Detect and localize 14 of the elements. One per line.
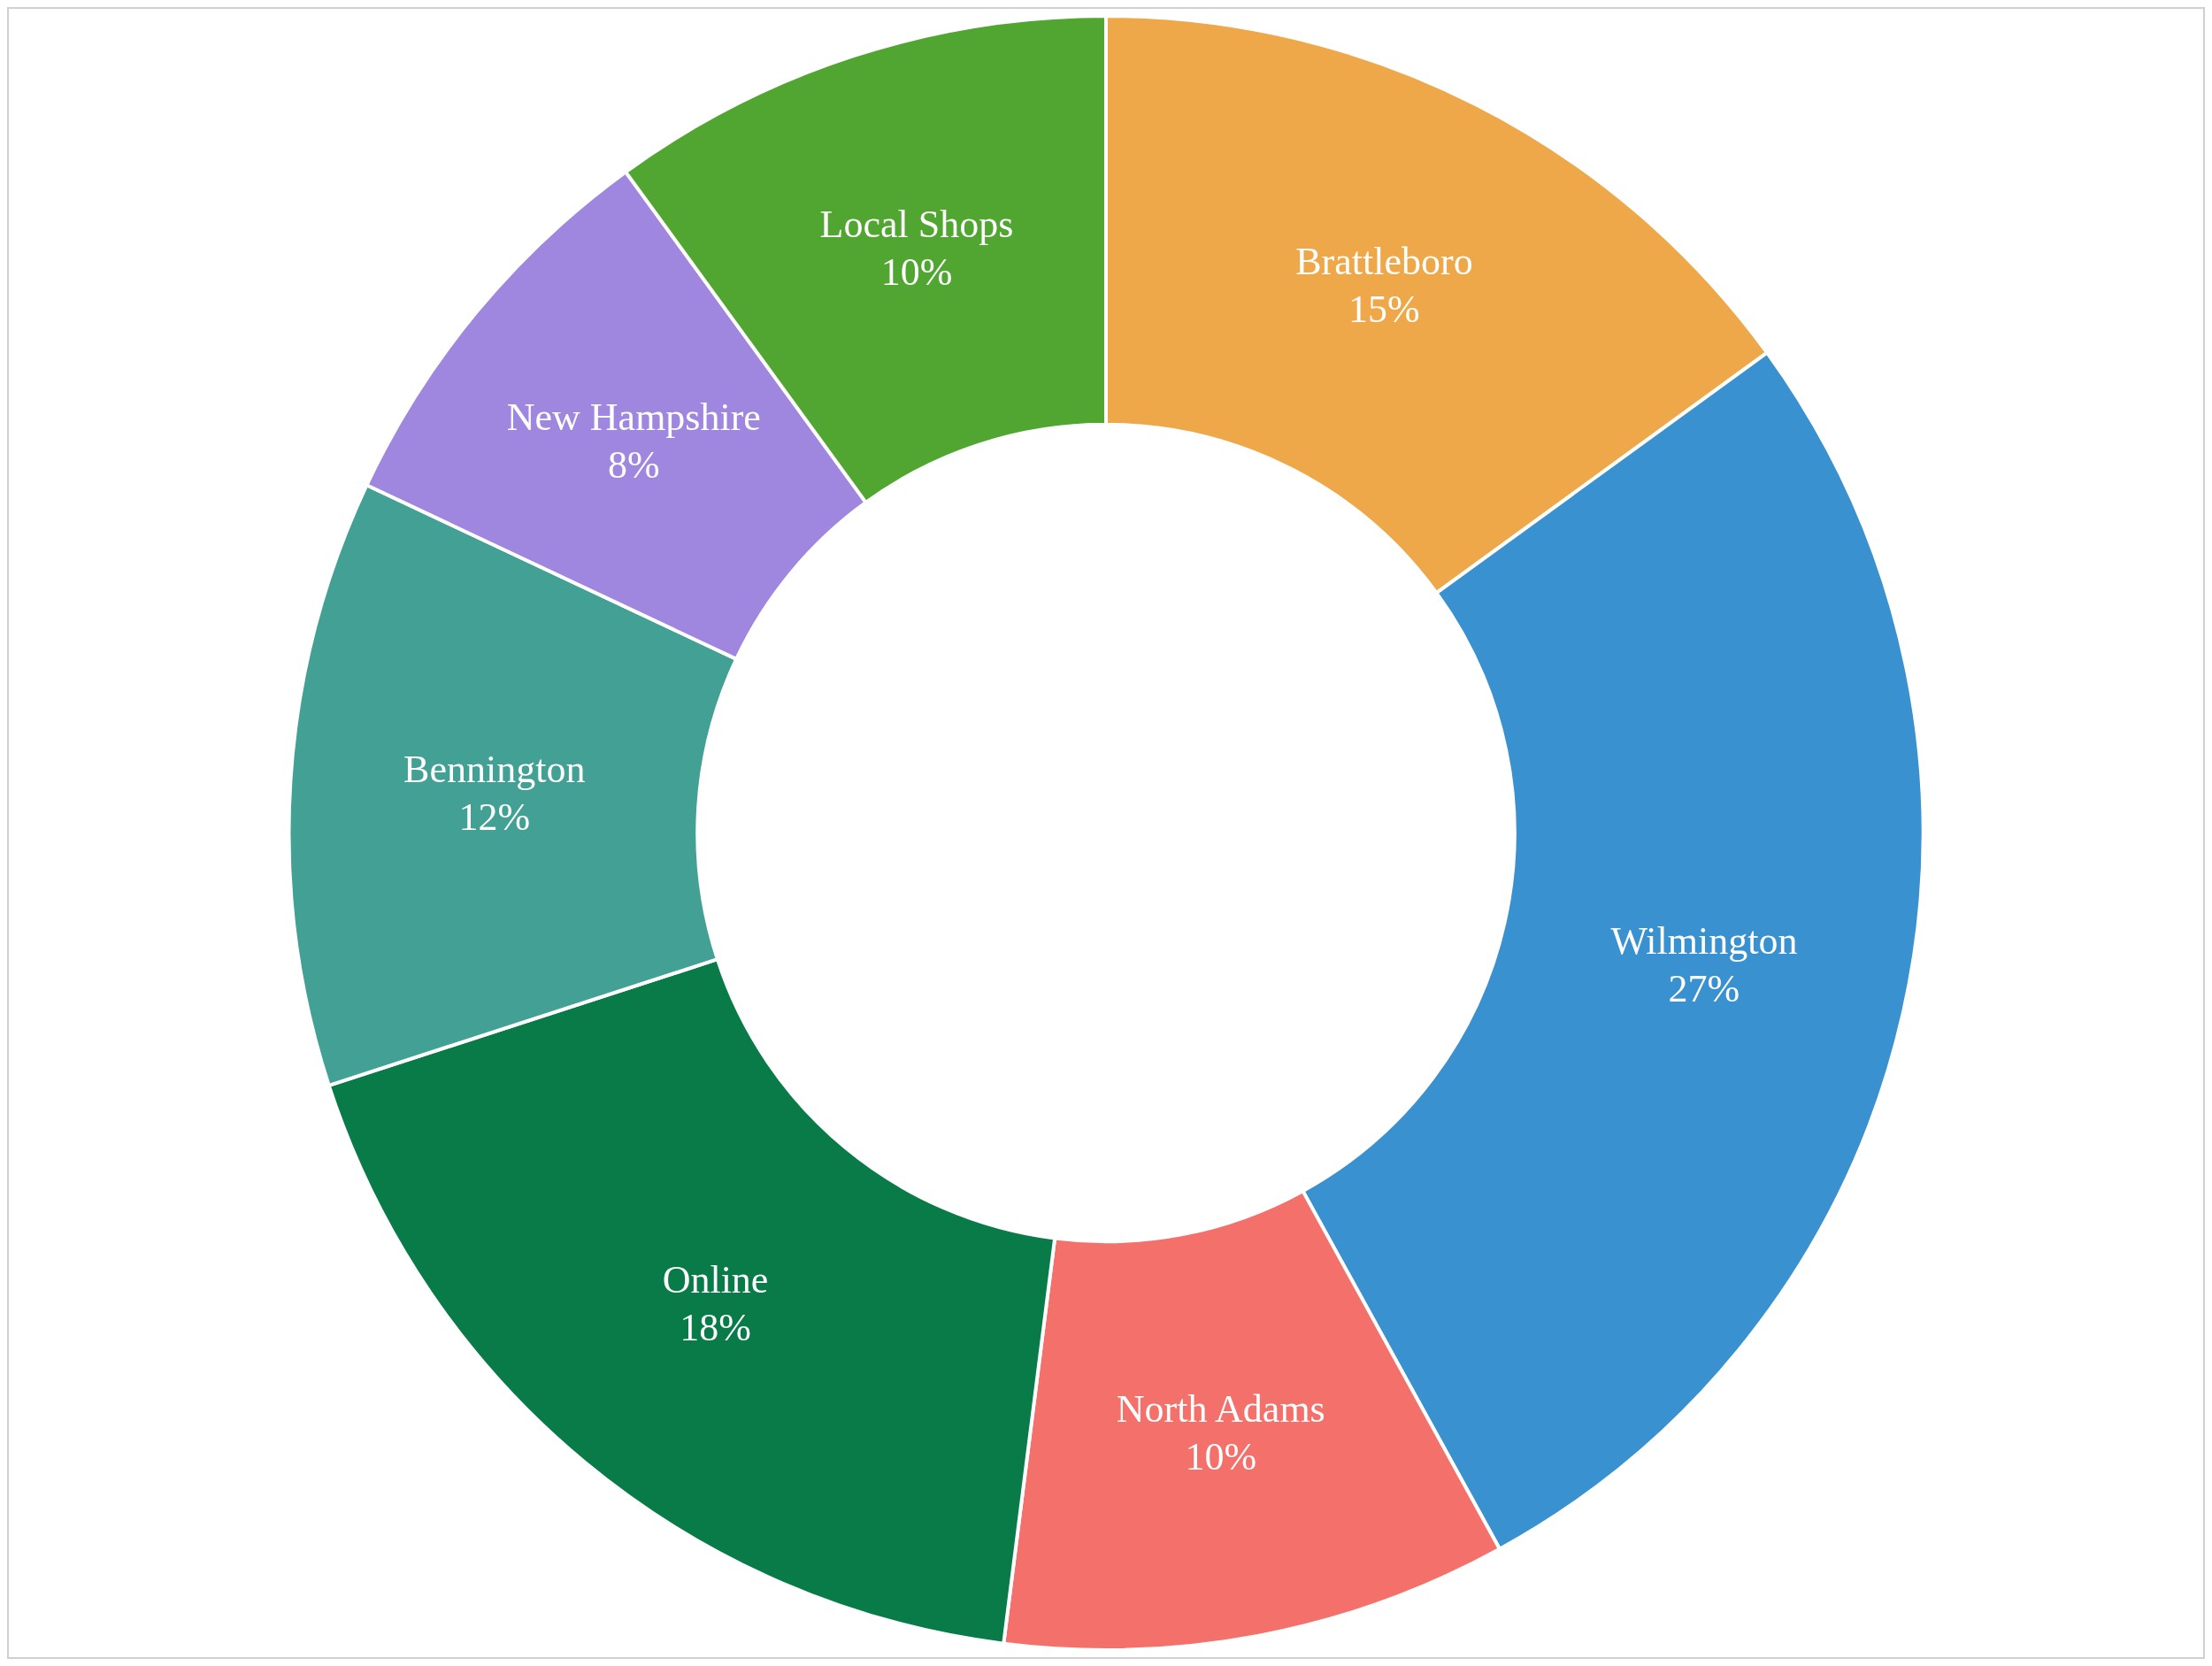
slice-label: Online	[662, 1257, 769, 1301]
data-label: 15%	[1348, 287, 1420, 331]
slice-label: Brattleboro	[1295, 239, 1473, 283]
data-label: 18%	[680, 1305, 751, 1349]
slice-label: New Hampshire	[506, 395, 761, 439]
data-label: 8%	[608, 442, 660, 487]
data-label: 10%	[880, 250, 953, 295]
slice-label: Bennington	[403, 747, 586, 791]
data-label: 27%	[1668, 967, 1740, 1011]
data-label: 12%	[458, 795, 531, 839]
slice-label: Local Shops	[819, 203, 1014, 247]
slice-label: Wilmington	[1610, 919, 1798, 964]
data-label: 10%	[1185, 1435, 1257, 1479]
slice-label: North Adams	[1116, 1387, 1325, 1432]
